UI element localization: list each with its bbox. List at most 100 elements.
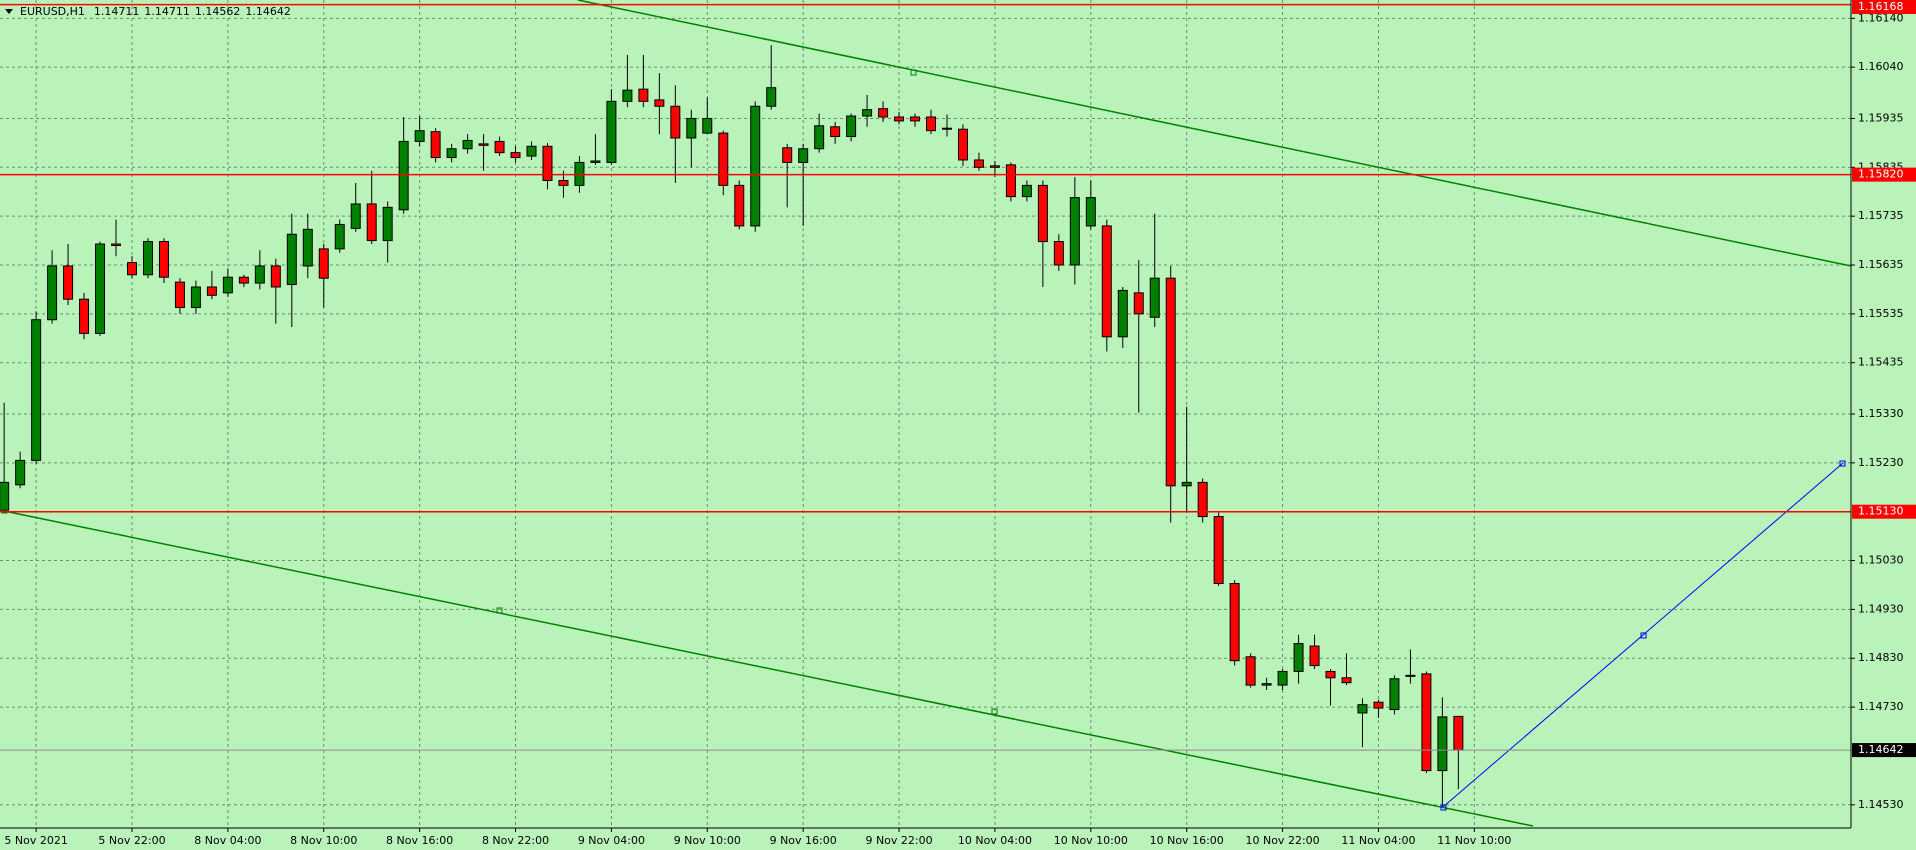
x-tick-label: 10 Nov 16:00 bbox=[1150, 834, 1224, 847]
level-label: 1.15130 bbox=[1858, 505, 1904, 518]
candle-body bbox=[1021, 184, 1032, 198]
candle-body bbox=[1133, 292, 1144, 315]
trend-line[interactable] bbox=[577, 0, 1852, 267]
candle-body bbox=[1117, 289, 1128, 338]
candle-body bbox=[63, 265, 74, 300]
candle-body bbox=[222, 276, 233, 294]
candle-body bbox=[142, 241, 153, 276]
candle-body bbox=[1421, 673, 1432, 772]
y-tick-label: 1.15330 bbox=[1858, 407, 1904, 420]
x-tick-label: 9 Nov 22:00 bbox=[865, 834, 932, 847]
price-overlay bbox=[0, 3, 1851, 751]
level-label: 1.15820 bbox=[1858, 168, 1904, 181]
candle-body bbox=[766, 87, 777, 107]
header-field: 1.14562 bbox=[195, 5, 241, 18]
projection-anchor[interactable] bbox=[1440, 804, 1447, 811]
y-tick-label: 1.14730 bbox=[1858, 700, 1904, 713]
candle-body bbox=[526, 145, 537, 157]
x-tick-label: 11 Nov 04:00 bbox=[1341, 834, 1415, 847]
x-tick-label: 8 Nov 04:00 bbox=[194, 834, 261, 847]
candle-body bbox=[478, 143, 489, 146]
y-tick-label: 1.15935 bbox=[1858, 111, 1904, 124]
candle-body bbox=[1437, 716, 1448, 772]
candle-body bbox=[126, 262, 137, 276]
y-tick-label: 1.14530 bbox=[1858, 798, 1904, 811]
current-price-box bbox=[1852, 743, 1916, 758]
candle-body bbox=[1005, 164, 1016, 198]
x-tick-label: 8 Nov 16:00 bbox=[386, 834, 453, 847]
trend-line[interactable] bbox=[3, 510, 1534, 827]
candle-body bbox=[79, 298, 90, 334]
projection-anchor[interactable] bbox=[1640, 632, 1647, 639]
candle-body bbox=[558, 179, 569, 186]
candle-body bbox=[973, 159, 984, 168]
candle-body bbox=[254, 265, 265, 284]
candle-body bbox=[910, 116, 921, 122]
candle-body bbox=[1261, 683, 1272, 686]
x-tick-label: 8 Nov 10:00 bbox=[290, 834, 357, 847]
candle-body bbox=[590, 160, 601, 163]
candle-body bbox=[654, 99, 665, 107]
candle-body bbox=[1085, 197, 1096, 227]
candle-body bbox=[1245, 656, 1256, 686]
level-label: 1.16168 bbox=[1858, 0, 1904, 13]
candle-body bbox=[622, 89, 633, 102]
x-tick-label: 5 Nov 2021 bbox=[4, 834, 67, 847]
candle-body bbox=[47, 265, 58, 321]
candle-body bbox=[1341, 677, 1352, 684]
x-tick-label: 8 Nov 22:00 bbox=[482, 834, 549, 847]
candle-body bbox=[430, 131, 441, 159]
candle-body bbox=[302, 228, 313, 267]
candle-body bbox=[1325, 670, 1336, 679]
candle-body bbox=[318, 248, 329, 279]
candle-body bbox=[334, 223, 345, 250]
level-label-box bbox=[1852, 504, 1916, 519]
candle-body bbox=[366, 203, 377, 242]
candle-body bbox=[1037, 184, 1048, 243]
y-tick-label: 1.16040 bbox=[1858, 60, 1904, 73]
current-price-label: 1.14642 bbox=[1858, 743, 1904, 756]
trend-anchor[interactable] bbox=[991, 708, 998, 715]
candle-body bbox=[1165, 277, 1176, 487]
candle-body bbox=[638, 88, 649, 102]
candle-body bbox=[702, 117, 713, 134]
menu-icon[interactable] bbox=[5, 9, 13, 14]
y-tick-label: 1.15230 bbox=[1858, 456, 1904, 469]
candle-body bbox=[830, 126, 841, 138]
drawings bbox=[1, 0, 1852, 827]
candle-body bbox=[286, 233, 297, 286]
candle-body bbox=[989, 165, 1000, 168]
y-tick-label: 1.15735 bbox=[1858, 209, 1904, 222]
candle-body bbox=[238, 276, 249, 284]
candle-body bbox=[1389, 678, 1400, 711]
y-tick-label: 1.15535 bbox=[1858, 307, 1904, 320]
candle-body bbox=[846, 115, 857, 138]
candles bbox=[0, 45, 1464, 808]
header-field: EURUSD,H1 bbox=[20, 5, 85, 18]
x-tick-label: 10 Nov 10:00 bbox=[1054, 834, 1128, 847]
candle-body bbox=[1053, 241, 1064, 266]
trend-anchor[interactable] bbox=[910, 69, 917, 76]
candle-body bbox=[894, 116, 905, 122]
x-tick-label: 9 Nov 04:00 bbox=[578, 834, 645, 847]
trend-anchor[interactable] bbox=[496, 607, 503, 614]
x-tick-label: 11 Nov 10:00 bbox=[1437, 834, 1511, 847]
candle-body bbox=[1373, 701, 1384, 709]
candle-body bbox=[270, 265, 281, 288]
candle-body bbox=[111, 243, 122, 246]
candle-body bbox=[926, 116, 937, 132]
candle-body bbox=[510, 152, 521, 159]
x-tick-label: 9 Nov 16:00 bbox=[770, 834, 837, 847]
trend-anchor[interactable] bbox=[1, 507, 8, 514]
projection-anchor[interactable] bbox=[1839, 460, 1846, 467]
header-field: 1.14711 bbox=[144, 5, 190, 18]
y-tick-label: 1.15030 bbox=[1858, 554, 1904, 567]
candle-body bbox=[31, 319, 42, 461]
y-tick-label: 1.16140 bbox=[1858, 11, 1904, 24]
candle-body bbox=[1213, 516, 1224, 585]
candle-body bbox=[1405, 674, 1416, 677]
candle-body bbox=[782, 147, 793, 163]
x-tick-label: 5 Nov 22:00 bbox=[98, 834, 165, 847]
candle-body bbox=[878, 108, 889, 118]
